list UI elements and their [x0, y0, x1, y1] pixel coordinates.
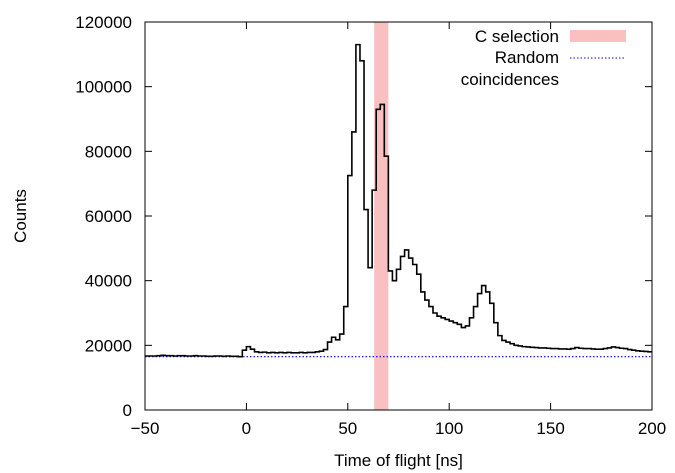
legend-label-coincidences: coincidences	[461, 70, 559, 89]
x-axis-ticks: −50 0 50 100 150 200	[131, 22, 666, 438]
legend-label-random: Random	[495, 48, 559, 67]
x-tick-label: 50	[338, 419, 357, 438]
legend-swatch-c-selection	[570, 30, 626, 42]
x-tick-label: −50	[131, 419, 160, 438]
y-tick-label: 100000	[75, 78, 132, 97]
y-axis-label: Counts	[11, 189, 30, 243]
x-tick-label: 150	[536, 419, 564, 438]
x-tick-label: 200	[638, 419, 666, 438]
legend: C selection Random coincidences	[461, 27, 626, 89]
shading-layer	[374, 22, 389, 410]
y-tick-label: 40000	[85, 272, 132, 291]
legend-label-c-selection: C selection	[475, 27, 559, 46]
y-tick-label: 80000	[85, 142, 132, 161]
y-axis-ticks: 0 20000 40000 60000 80000 100000 120000	[75, 13, 652, 420]
y-tick-label: 0	[123, 401, 132, 420]
plot-frame	[144, 21, 653, 411]
x-tick-label: 100	[435, 419, 463, 438]
x-axis-label: Time of flight [ns]	[334, 451, 463, 470]
y-tick-label: 120000	[75, 13, 132, 32]
x-tick-label: 0	[242, 419, 251, 438]
series-layer	[145, 43, 652, 358]
series-line-counts	[145, 43, 652, 358]
y-tick-label: 20000	[85, 336, 132, 355]
shaded-region-c-selection	[374, 22, 389, 410]
y-tick-label: 60000	[85, 207, 132, 226]
